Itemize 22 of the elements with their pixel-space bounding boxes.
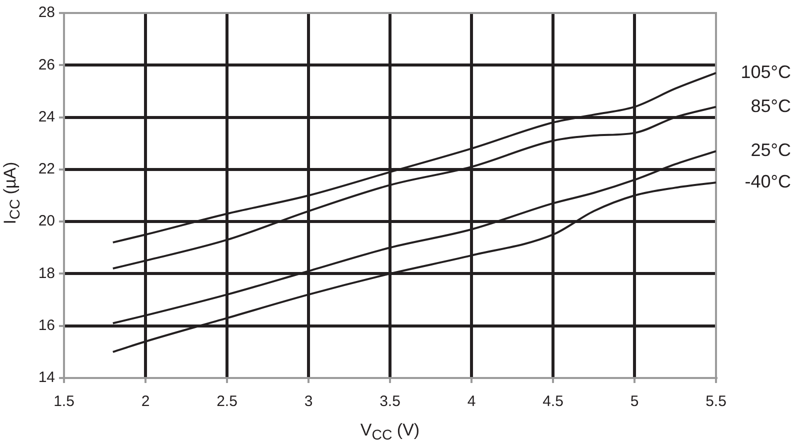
series-label: -40°C [744,171,791,192]
y-tick-label: 20 [38,212,55,230]
x-axis-title: V$_{CC}$ (V) [360,420,420,446]
series-label: 105°C [740,62,791,82]
y-tick-label: 26 [38,56,55,74]
y-tick-label: 22 [38,160,55,178]
x-tick-label: 2.5 [216,393,238,410]
x-tick-label: 4.5 [542,393,564,410]
x-tick-label: 5.5 [706,393,726,410]
x-tick-label: 2 [141,393,150,410]
x-tick-label: 5 [630,393,639,410]
y-tick-label: 24 [38,108,55,126]
x-tick-label: 4 [467,393,476,410]
series-label: 85°C [750,96,791,116]
y-tick-label: 14 [38,369,55,386]
y-tick-label: 18 [38,264,55,282]
series-label: 25°C [750,140,791,160]
x-tick-label: 1.5 [54,393,74,410]
y-tick-label: 28 [38,4,55,22]
y-tick-label: 16 [38,317,55,334]
x-tick-label: 3.5 [380,393,400,410]
x-tick-label: 3 [304,393,313,410]
